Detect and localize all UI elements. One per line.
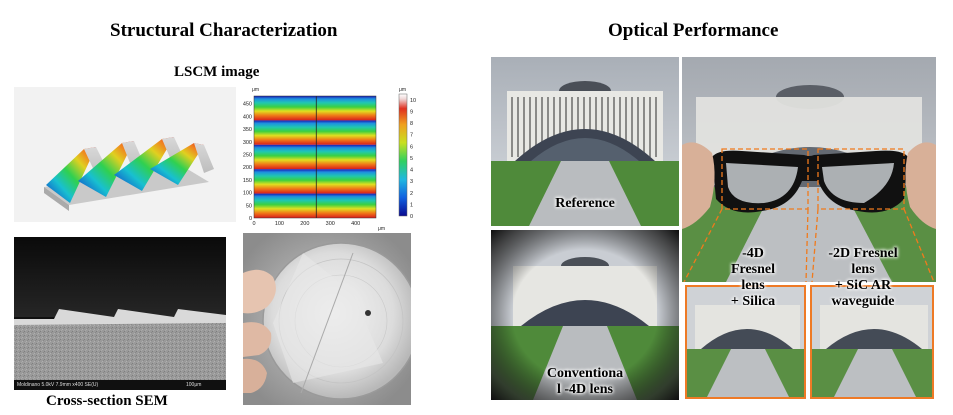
reference-label: Reference bbox=[555, 196, 615, 211]
lscm-3d-render bbox=[14, 87, 236, 222]
colorbar-tick: 10 bbox=[410, 98, 416, 104]
conventional-lens-svg bbox=[491, 230, 679, 400]
conventional-lens-photo: Conventiona l -4D lens bbox=[491, 230, 679, 400]
colorbar bbox=[398, 93, 408, 217]
lscm-heatmap-svg: 0 100 200 300 400050100150200250300350400450… bbox=[243, 87, 416, 232]
reference-photo-svg bbox=[491, 57, 679, 226]
heatmap-plot-area bbox=[253, 95, 377, 219]
heatmap-y-tick: 50 bbox=[246, 203, 252, 209]
structural-characterization-title: Structural Characterization bbox=[110, 20, 338, 41]
sem-svg bbox=[14, 237, 226, 390]
lscm-heatmap-chart: 0 100 200 300 400 0 50 100 150 200 250 300 350 400 450… bbox=[238, 86, 418, 232]
heatmap-y-tick: 450 bbox=[243, 102, 252, 108]
fresnel-2d-inset-svg bbox=[812, 287, 932, 397]
colorbar-tick: 4 bbox=[410, 168, 413, 174]
heatmap-y-tick: 0 bbox=[249, 216, 252, 222]
colorbar-tick: 0 bbox=[410, 214, 413, 220]
heatmap-frame bbox=[253, 95, 377, 219]
cross-section-sem-image: Moldinano 5.0kV 7.9mm x400 SE(U) 100μm bbox=[14, 237, 226, 390]
fresnel-lens-svg bbox=[243, 233, 411, 405]
heatmap-band bbox=[254, 193, 376, 218]
heatmap-y-tick: 400 bbox=[243, 114, 252, 120]
heatmap-x-tick: 100 bbox=[275, 221, 284, 227]
sem-scale-text: 100μm bbox=[186, 382, 202, 388]
heatmap-band bbox=[254, 96, 376, 121]
fresnel-4d-inset-svg bbox=[687, 287, 804, 397]
heatmap-x-tick: 0 bbox=[252, 221, 255, 227]
colorbar-ticks: 0 1 2 3 4 5 6 7 8 9 10 bbox=[410, 98, 416, 220]
heatmap-y-tick: 250 bbox=[243, 152, 252, 158]
heatmap-ticks: 0 100 200 300 400 0 50 100 150 200 250 300 350 400 450 bbox=[243, 102, 360, 227]
colorbar-tick: 6 bbox=[410, 144, 413, 150]
lscm-3d-surface bbox=[44, 137, 214, 211]
heatmap-x-unit: μm bbox=[378, 226, 385, 232]
heatmap-y-tick: 350 bbox=[243, 127, 252, 133]
fresnel-4d-inset bbox=[685, 285, 806, 399]
fresnel-4d-label: -4D Fresnel lens + Silica bbox=[730, 246, 776, 309]
heatmap-x-tick: 400 bbox=[351, 221, 360, 227]
heatmap-x-tick: 300 bbox=[326, 221, 335, 227]
colorbar-unit: μm bbox=[399, 87, 406, 93]
heatmap-band bbox=[254, 169, 376, 194]
heatmap-band bbox=[254, 120, 376, 145]
heatmap-y-unit: μm bbox=[252, 87, 259, 93]
heatmap-y-tick: 300 bbox=[243, 140, 252, 146]
colorbar-tick: 1 bbox=[410, 202, 413, 208]
sem-info-text: Moldinano 5.0kV 7.9mm x400 SE(U) bbox=[17, 382, 99, 388]
cross-section-sem-label: Cross-section SEM bbox=[46, 393, 168, 409]
lscm-image-label: LSCM image bbox=[174, 64, 260, 80]
reference-photo: Reference bbox=[491, 57, 679, 226]
glasses-demo-svg bbox=[682, 57, 936, 282]
heatmap-y-tick: 150 bbox=[243, 178, 252, 184]
fresnel-2d-label: -2D Fresnel lens + SiC AR waveguide bbox=[828, 246, 898, 309]
colorbar-tick: 3 bbox=[410, 179, 413, 185]
conventional-lens-label: Conventiona l -4D lens bbox=[546, 366, 624, 397]
colorbar-tick: 9 bbox=[410, 109, 413, 115]
colorbar-tick: 7 bbox=[410, 133, 413, 139]
fresnel-lens-photo bbox=[243, 233, 411, 405]
colorbar-tick: 5 bbox=[410, 156, 413, 162]
heatmap-y-tick: 100 bbox=[243, 191, 252, 197]
colorbar-tick: 8 bbox=[410, 121, 413, 127]
glasses-demo-photo bbox=[682, 57, 936, 282]
fresnel-2d-inset bbox=[810, 285, 934, 399]
heatmap-band bbox=[254, 144, 376, 170]
optical-performance-title: Optical Performance bbox=[608, 20, 779, 41]
heatmap-x-tick: 200 bbox=[300, 221, 309, 227]
colorbar-tick: 2 bbox=[410, 191, 413, 197]
heatmap-y-tick: 200 bbox=[243, 165, 252, 171]
